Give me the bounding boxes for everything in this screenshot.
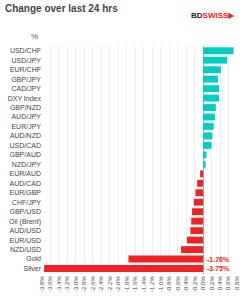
svg-text:CAD/JPY: CAD/JPY [11, 85, 41, 92]
svg-text:0.6%: 0.6% [225, 276, 231, 290]
svg-text:-2.8%: -2.8% [81, 276, 87, 292]
svg-text:0.8%: 0.8% [234, 276, 240, 290]
svg-text:EUR/AUD: EUR/AUD [9, 170, 41, 177]
svg-text:CHF/JPY: CHF/JPY [12, 199, 42, 206]
svg-text:EUR/GBP: EUR/GBP [9, 189, 41, 196]
svg-text:DXY Index: DXY Index [8, 95, 42, 102]
svg-text:Oil (Brent): Oil (Brent) [9, 218, 41, 226]
svg-text:-2.2%: -2.2% [107, 276, 113, 292]
svg-text:NZD/JPY: NZD/JPY [12, 161, 42, 168]
svg-text:-3.6%: -3.6% [47, 276, 53, 292]
svg-text:-3.75%: -3.75% [207, 265, 230, 272]
svg-text:GBP/NZD: GBP/NZD [10, 104, 41, 111]
svg-text:EUR/USD: EUR/USD [9, 237, 41, 244]
svg-text:0.2%: 0.2% [209, 276, 215, 290]
svg-text:Silver: Silver [23, 265, 41, 272]
svg-text:GBP/AUD: GBP/AUD [9, 151, 41, 158]
svg-text:Change over last 24 hrs: Change over last 24 hrs [5, 3, 118, 14]
svg-text:AUD/USD: AUD/USD [9, 227, 41, 234]
svg-text:-1.4%: -1.4% [141, 276, 147, 292]
svg-text:-0.2%: -0.2% [192, 276, 198, 292]
svg-text:GBP/JPY: GBP/JPY [11, 76, 41, 83]
svg-text:NZD/USD: NZD/USD [10, 246, 41, 253]
svg-text:USD/JPY: USD/JPY [11, 57, 41, 64]
svg-text:AUD/CAD: AUD/CAD [9, 180, 41, 187]
svg-text:-1.0%: -1.0% [158, 276, 164, 292]
svg-text:-1.76%: -1.76% [207, 256, 230, 263]
svg-text:-3.0%: -3.0% [73, 276, 79, 292]
svg-text:0.4%: 0.4% [217, 276, 223, 290]
svg-text:AUD/NZD: AUD/NZD [10, 132, 41, 139]
svg-text:GBP/USD: GBP/USD [9, 208, 41, 215]
svg-text:-0.4%: -0.4% [183, 276, 189, 292]
svg-text:-3.2%: -3.2% [64, 276, 70, 292]
svg-text:EUR/JPY: EUR/JPY [11, 123, 41, 130]
svg-text:BDSWISS▶: BDSWISS▶ [191, 11, 235, 20]
svg-text:-3.4%: -3.4% [56, 276, 62, 292]
svg-text:USD/CHF: USD/CHF [10, 47, 41, 54]
svg-text:-1.2%: -1.2% [149, 276, 155, 292]
svg-text:-2.4%: -2.4% [98, 276, 104, 292]
svg-text:Gold: Gold [26, 255, 41, 262]
svg-text:-0.8%: -0.8% [166, 276, 172, 292]
svg-text:%: % [31, 32, 38, 41]
svg-text:-2.0%: -2.0% [115, 276, 121, 292]
svg-text:0.0%: 0.0% [200, 276, 206, 290]
svg-text:-2.6%: -2.6% [90, 276, 96, 292]
svg-text:-3.8%: -3.8% [39, 276, 45, 292]
svg-text:AUD/JPY: AUD/JPY [11, 113, 41, 120]
svg-text:USD/CAD: USD/CAD [9, 142, 41, 149]
svg-text:-1.6%: -1.6% [132, 276, 138, 292]
svg-text:EUR/CHF: EUR/CHF [10, 66, 41, 73]
svg-text:-1.8%: -1.8% [124, 276, 130, 292]
svg-text:-0.6%: -0.6% [175, 276, 181, 292]
